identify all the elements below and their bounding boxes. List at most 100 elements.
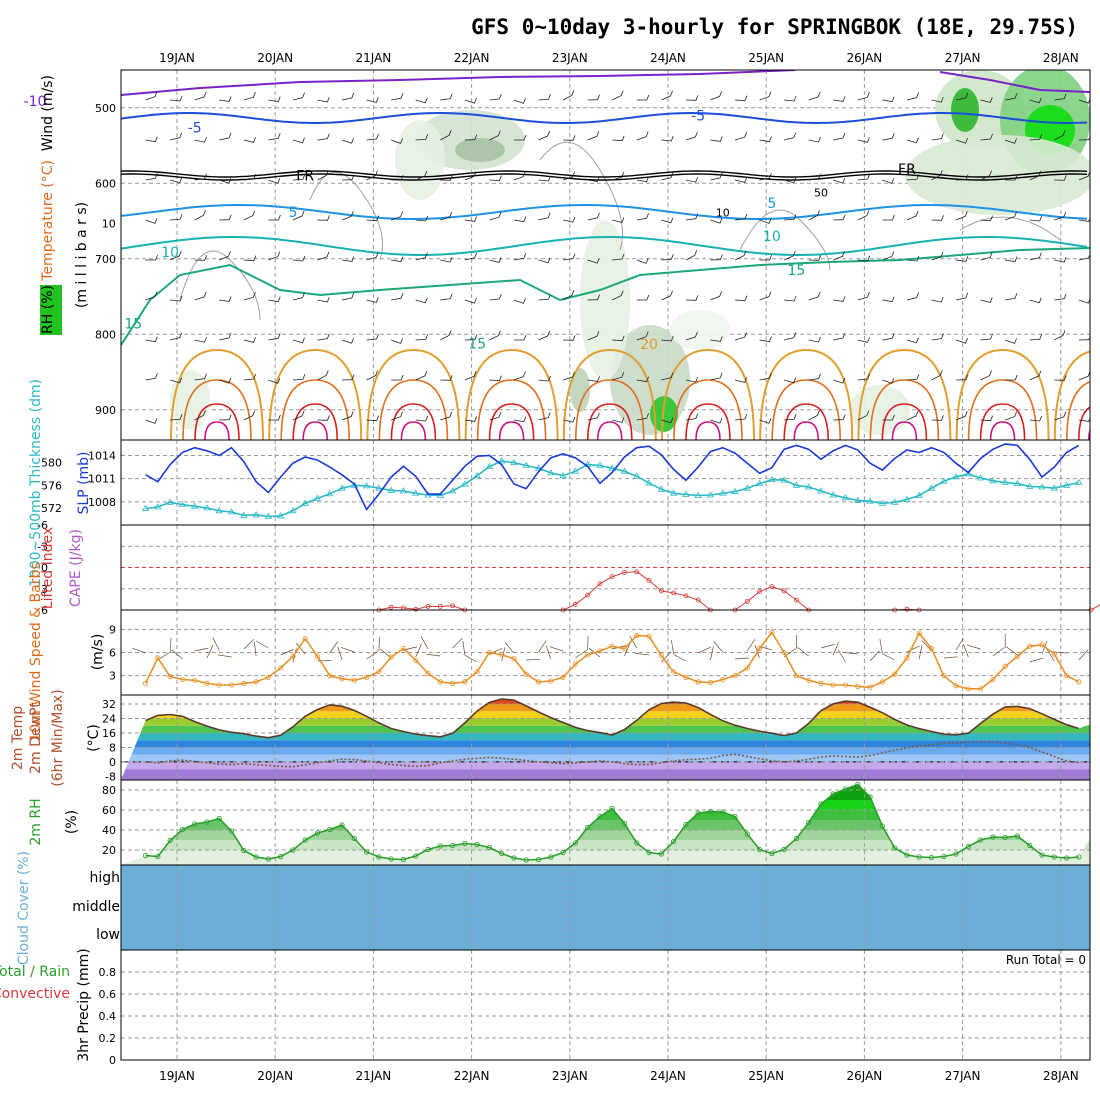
date-label-bottom: 28JAN (1043, 1069, 1079, 1083)
surface-wind-barb (194, 647, 209, 652)
rh-band (121, 800, 1090, 810)
wind-barb (833, 414, 846, 421)
date-label-top: 24JAN (650, 51, 686, 65)
rh-line-point (388, 856, 394, 862)
wind-barb (194, 255, 208, 261)
wind-barb (1078, 217, 1090, 222)
wind-barb (194, 173, 207, 181)
wind-barb (243, 255, 257, 262)
surface-wind-barb (420, 636, 429, 650)
wind-barb (955, 411, 968, 421)
wind-barb (587, 331, 600, 341)
rh-band (121, 850, 1090, 865)
lifted-index-point (794, 597, 799, 603)
rh-axis-label: 2m RH (28, 798, 44, 845)
isotherm-label: 5 (288, 205, 297, 221)
warm-contour (587, 403, 633, 440)
thickness-line-point (522, 461, 530, 468)
wind-barb (661, 417, 674, 424)
surface-wind-barb (415, 644, 422, 658)
wind-barb (882, 96, 895, 103)
wind-barb (440, 93, 453, 101)
rh-band (121, 840, 1090, 850)
wind-speed-line-point (1063, 673, 1070, 679)
wind-barb (710, 254, 723, 261)
wind-barb (513, 371, 526, 381)
rh-shading-blob (570, 368, 590, 412)
wind-speed-line-point (793, 673, 800, 679)
wind-barb (808, 373, 821, 381)
rh-line-point (597, 813, 603, 820)
wind-speed-line-point (142, 680, 149, 687)
wind-barb (219, 414, 232, 421)
thickness-line-point (964, 470, 973, 477)
warm-contour (673, 379, 743, 440)
thickness-line-point (743, 484, 751, 491)
wind-barb (784, 95, 797, 102)
wind-barb (538, 94, 551, 101)
rh-line-point (879, 823, 885, 829)
li-tick-label: 0 (41, 562, 48, 575)
pressure-tick-label: 900 (95, 404, 116, 417)
rh-line-point (855, 781, 861, 788)
rh-line-point (363, 849, 370, 855)
rh-contour-label: 10 (716, 207, 730, 220)
rh-contour-line (309, 171, 383, 261)
wind-barb (612, 253, 625, 261)
rh-line-point (572, 840, 578, 846)
wind-barb (1078, 371, 1090, 381)
date-label-top: 21JAN (356, 51, 392, 65)
wind-barb (538, 257, 551, 264)
wind-barb (415, 97, 428, 104)
thickness-line-point (227, 508, 236, 515)
rh-line-point (658, 851, 664, 857)
wind-barb (833, 377, 846, 384)
rh-line-point (339, 822, 345, 828)
panel-frame-precip (120, 949, 1091, 1061)
date-label-bottom: 21JAN (356, 1069, 392, 1083)
surface-wind-barb (671, 640, 674, 655)
wind-barb (784, 377, 797, 384)
wind-barb (980, 370, 992, 381)
pressure-tick-label: 800 (95, 328, 116, 341)
wind-barb (145, 336, 158, 343)
wind-speed-line-point (695, 679, 701, 685)
warm-contour (170, 348, 264, 440)
wind-speed-line-point (953, 683, 959, 689)
wind-barb (906, 337, 919, 344)
rh-line-point (265, 856, 271, 862)
thickness-line-point (350, 481, 359, 488)
warm-contour (695, 421, 721, 440)
wind-barb (906, 255, 920, 262)
wind-speed-line-point (474, 669, 480, 675)
thickness-line-point (141, 504, 150, 511)
wind-speed-line-point (1002, 663, 1008, 670)
wind-barb (734, 413, 748, 421)
surface-wind-barb (713, 641, 723, 653)
thickness-line-point (596, 461, 604, 468)
wind-barb (342, 374, 355, 381)
rh-line-point (449, 842, 456, 849)
wind-speed-line-point (585, 652, 591, 658)
thickness-line-point (1038, 483, 1046, 490)
wind-barb (759, 136, 772, 143)
lifted-index-point (658, 588, 664, 594)
wind-barb (513, 334, 527, 341)
wind-barb (931, 133, 944, 141)
wind-barb (292, 92, 305, 101)
isotherm-10 (121, 236, 1088, 256)
surface-wind-barb (462, 641, 466, 656)
thickness-line-point (989, 477, 997, 484)
thickness-line-point (252, 511, 260, 518)
temp-line (145, 698, 1080, 739)
wind-barb (857, 173, 871, 181)
thickness-line-point (326, 490, 334, 497)
temp-tick-label: -8 (105, 770, 116, 783)
wind-barb (636, 176, 649, 183)
wind-barb (489, 130, 501, 141)
wind-barb (661, 172, 674, 181)
rh-line-point (155, 853, 161, 860)
surface-wind-barb (710, 646, 714, 661)
rh-line-point (806, 819, 812, 826)
warm-contour (194, 403, 240, 440)
